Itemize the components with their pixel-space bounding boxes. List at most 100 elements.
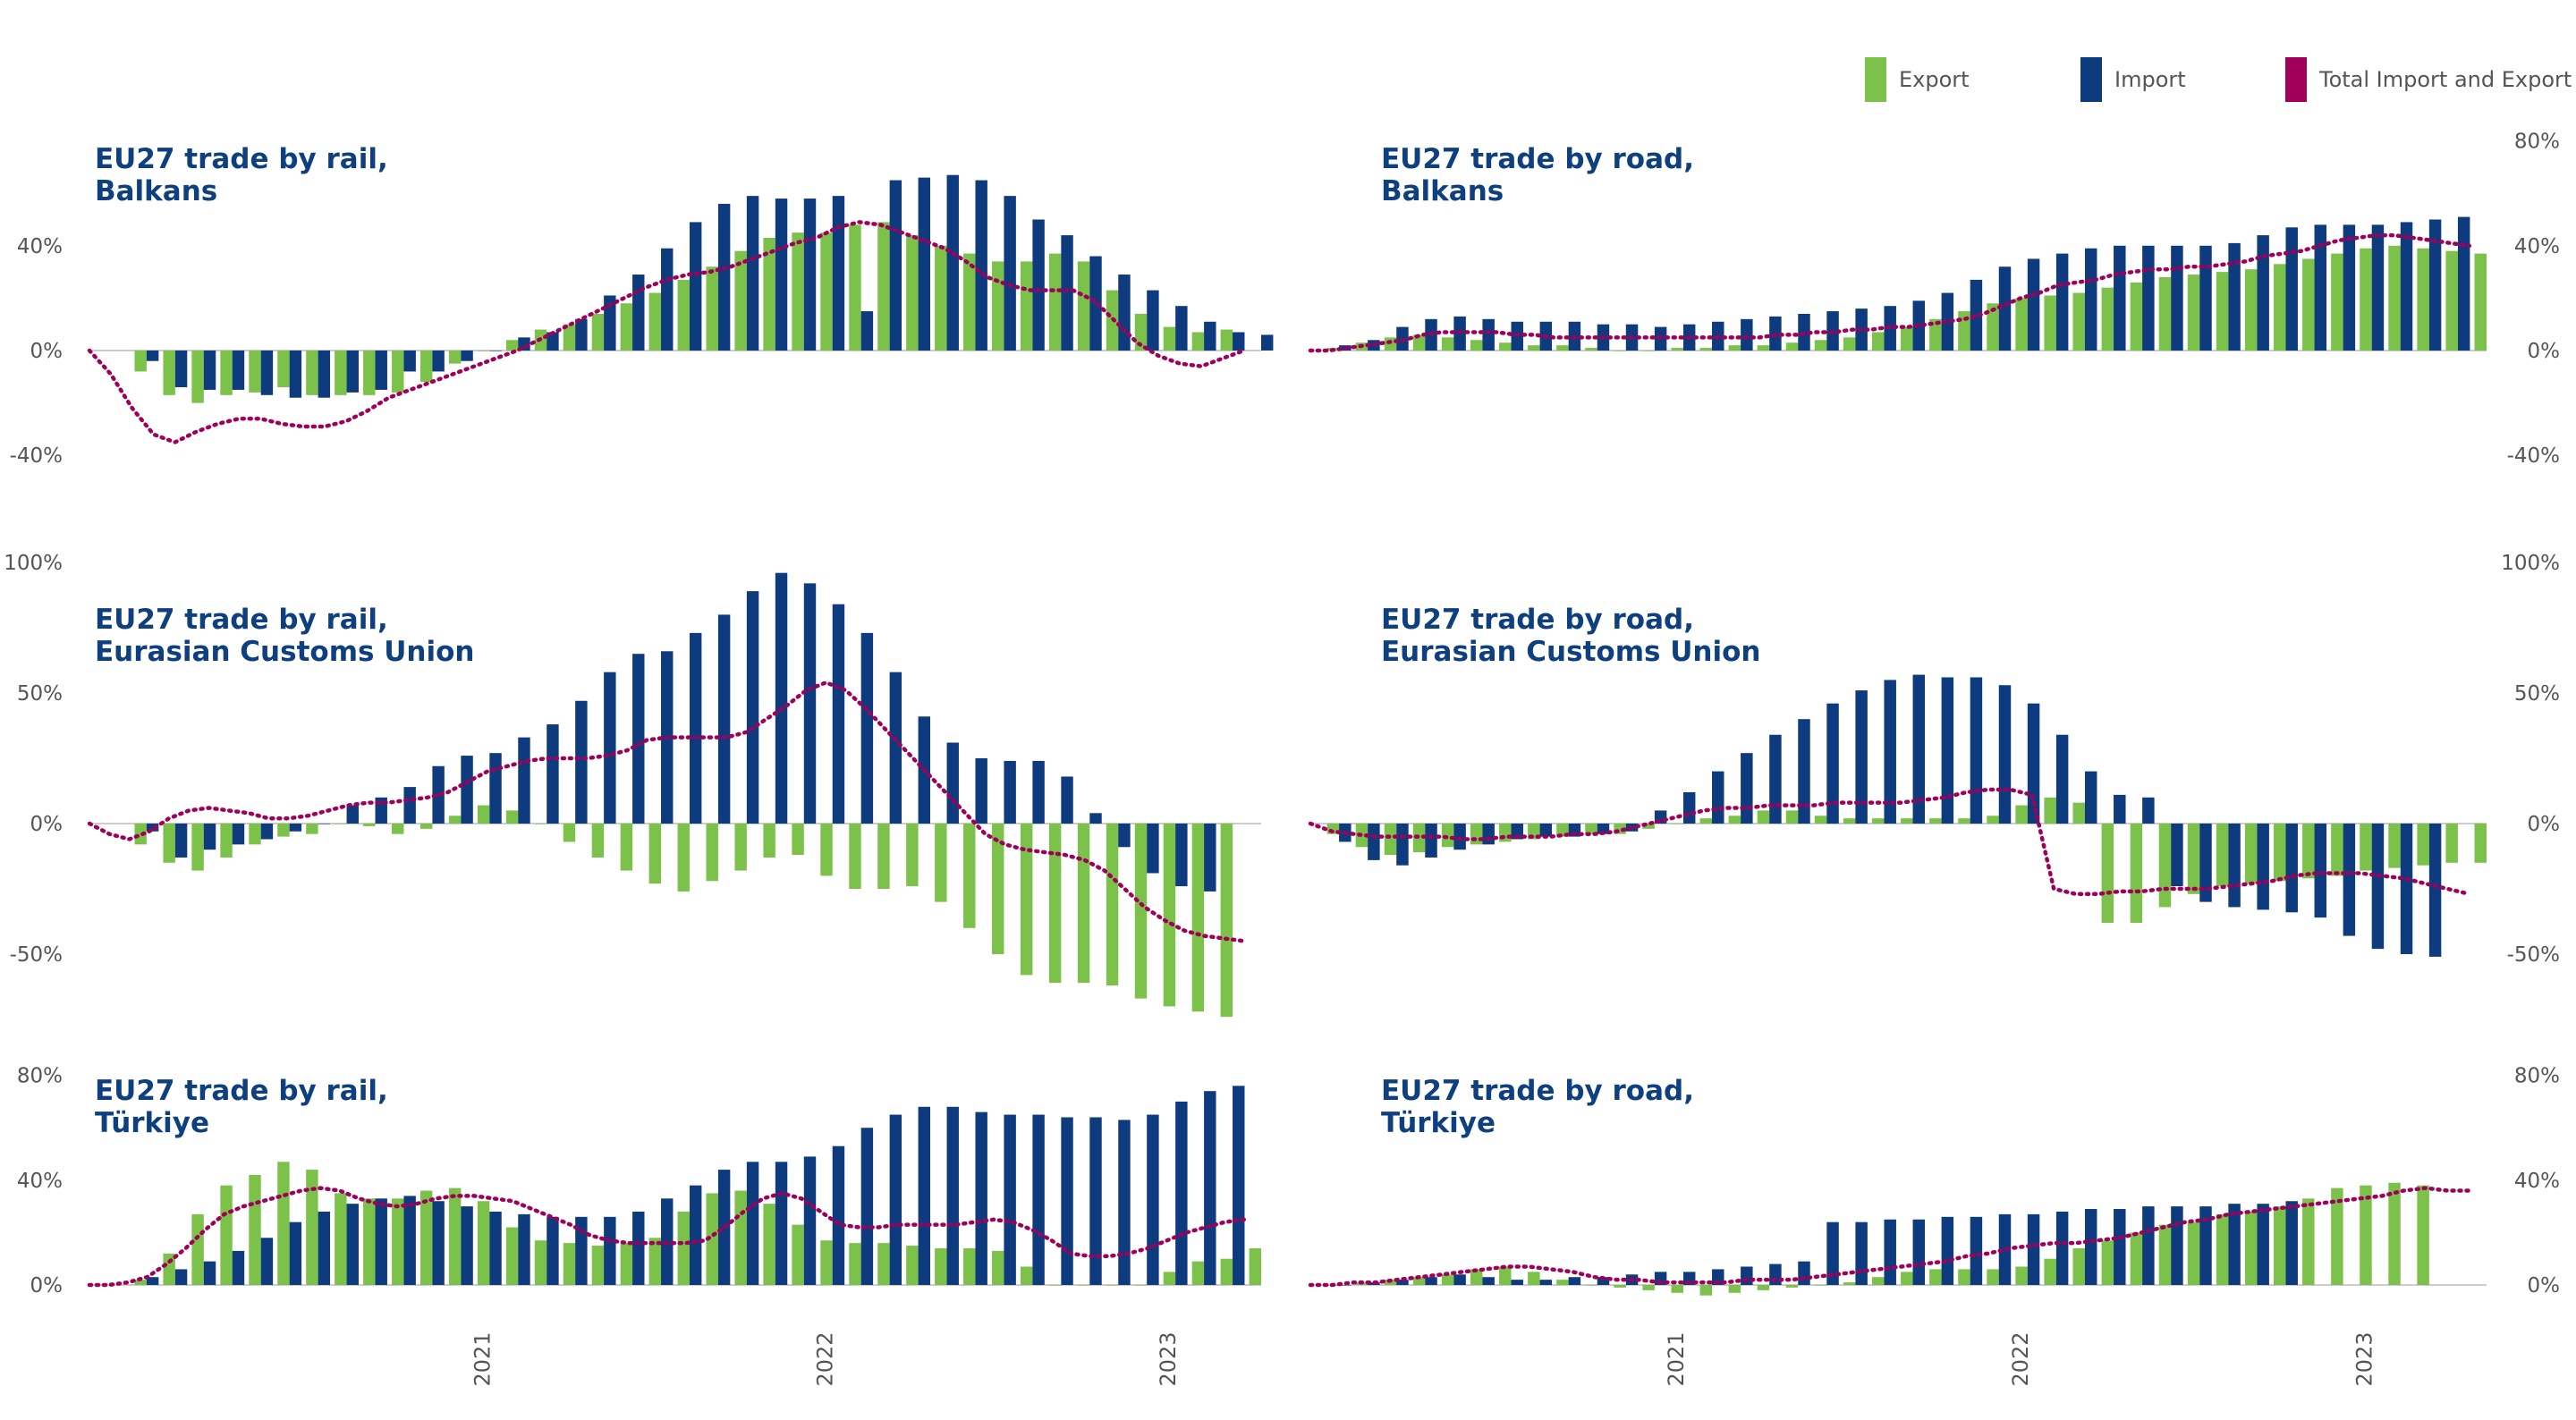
export-bar xyxy=(734,824,747,871)
export-bar xyxy=(563,1243,576,1285)
export-bar xyxy=(2417,824,2429,866)
import-bar xyxy=(2228,1204,2241,1285)
export-bar xyxy=(849,224,861,351)
y-tick-label: -50% xyxy=(2507,943,2560,967)
import-bar xyxy=(746,591,759,824)
export-bar xyxy=(448,816,462,824)
export-bar xyxy=(1191,824,1205,1012)
export-bar xyxy=(1077,824,1090,984)
import-bar xyxy=(1941,677,1954,824)
import-bar xyxy=(1511,824,1523,840)
import-bar xyxy=(2285,1201,2298,1285)
export-bar xyxy=(1470,340,1483,351)
import-bar xyxy=(1089,256,1102,351)
import-bar xyxy=(1425,824,1437,858)
x-tick-label: 2022 xyxy=(813,1331,838,1386)
import-bar xyxy=(1004,1114,1016,1285)
export-bar xyxy=(591,313,605,351)
import-bar xyxy=(1798,719,1810,824)
export-bar xyxy=(1814,1285,1827,1286)
y-tick-label: 40% xyxy=(17,235,63,258)
import-bar xyxy=(746,1162,759,1285)
import-bar xyxy=(1741,753,1753,824)
export-bar xyxy=(906,824,919,887)
import-bar xyxy=(146,1277,159,1285)
title-line-1: EU27 trade by rail, xyxy=(95,1075,388,1107)
import-bar xyxy=(689,1185,702,1285)
import-bar xyxy=(1118,275,1131,351)
export-bar xyxy=(2130,824,2143,923)
import-bar xyxy=(1511,1280,1523,1285)
import-bar xyxy=(1004,760,1016,824)
export-bar xyxy=(220,351,233,395)
export-bar xyxy=(505,810,519,824)
export-bar xyxy=(1987,816,1999,824)
export-bar xyxy=(792,1224,804,1285)
title-line-2: Balkans xyxy=(1381,175,1504,207)
import-bar xyxy=(1855,690,1868,824)
import-bar xyxy=(2055,734,2069,824)
y-tick-label: 40% xyxy=(17,1170,63,1193)
export-bar xyxy=(163,1253,175,1285)
export-bar xyxy=(1163,1272,1176,1285)
export-bar xyxy=(1757,1285,1770,1290)
legend-total-label: Total Import and Export xyxy=(2319,67,2572,92)
export-bar xyxy=(1671,348,1683,351)
import-bar xyxy=(1798,1261,1810,1285)
export-bar xyxy=(1134,313,1148,351)
export-bar xyxy=(1987,303,1999,351)
export-bar xyxy=(1470,824,1483,845)
import-bar xyxy=(632,654,645,824)
title-line-2: Balkans xyxy=(95,175,218,207)
export-bar xyxy=(1020,1266,1033,1285)
export-bar xyxy=(1785,342,1799,351)
export-bar xyxy=(620,303,633,351)
export-bar xyxy=(1871,818,1885,824)
import-bar xyxy=(1233,332,1245,351)
import-bar xyxy=(775,1162,788,1285)
import-bar xyxy=(860,311,874,351)
total-line xyxy=(1308,1186,2472,1288)
y-tick-label: 50% xyxy=(17,682,63,706)
export-bar xyxy=(2044,1258,2056,1285)
x-tick-label: 2023 xyxy=(1156,1331,1181,1386)
export-bar xyxy=(620,1243,633,1285)
export-bar xyxy=(1441,824,1454,848)
import-bar xyxy=(346,805,359,824)
import-bar xyxy=(1482,1277,1495,1285)
import-bar xyxy=(1539,824,1553,837)
export-bar xyxy=(1901,818,1913,824)
import-bar xyxy=(918,177,931,351)
import-bar xyxy=(1004,196,1016,351)
export-bar xyxy=(1843,337,1856,351)
import-bar xyxy=(1884,1219,1896,1285)
import-bar xyxy=(1061,776,1073,824)
export-bar xyxy=(2130,1232,2143,1285)
export-bar xyxy=(1728,1285,1741,1293)
export-bar xyxy=(620,824,633,871)
import-bar xyxy=(1089,1117,1102,1285)
import-bar xyxy=(918,1106,931,1285)
import-bar xyxy=(1826,703,1839,824)
import-bar xyxy=(1339,1285,1352,1286)
export-bar xyxy=(1843,1282,1856,1285)
export-bar xyxy=(1958,818,1970,824)
export-bar xyxy=(2360,248,2372,351)
export-bar xyxy=(163,351,175,395)
import-bar xyxy=(717,203,731,351)
y-tick-label: 0% xyxy=(30,1274,64,1297)
export-bar xyxy=(1585,1285,1597,1286)
export-bar xyxy=(763,238,775,351)
total-line xyxy=(1308,787,2472,897)
import-bar xyxy=(518,737,530,824)
export-bar xyxy=(1728,345,1741,351)
import-bar xyxy=(461,756,473,824)
export-bar xyxy=(505,1227,519,1285)
import-bar xyxy=(2457,216,2470,351)
export-bar xyxy=(2044,295,2056,351)
export-bar xyxy=(2360,1185,2372,1285)
import-bar xyxy=(2142,1206,2155,1285)
export-bar xyxy=(2015,1266,2028,1285)
export-bar xyxy=(191,824,204,871)
y-tick-label: 100% xyxy=(4,552,63,575)
